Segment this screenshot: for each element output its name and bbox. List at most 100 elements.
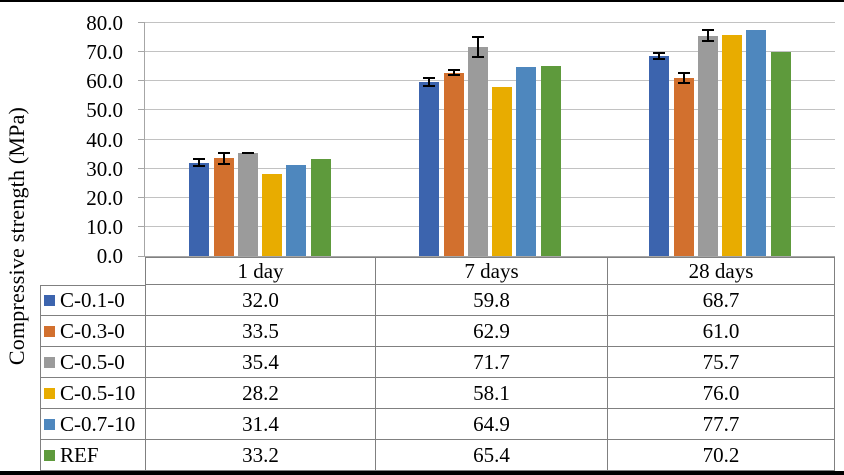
error-bar <box>193 158 206 168</box>
bar <box>697 35 718 256</box>
error-bar-cap-top <box>217 151 230 154</box>
error-bar-line <box>682 72 685 85</box>
error-bar <box>423 76 436 87</box>
error-bar <box>471 36 484 59</box>
figure-top-border <box>0 0 844 2</box>
gridline <box>145 109 835 111</box>
table-category-header: 1 day <box>145 257 375 285</box>
bar <box>540 65 561 256</box>
error-bar-cap-bottom <box>217 163 230 166</box>
table-value-cell: 71.7 <box>375 347 607 378</box>
bar <box>722 34 743 256</box>
legend-swatch <box>44 325 55 337</box>
bar <box>443 72 464 256</box>
y-axis-tickmark <box>138 80 145 82</box>
legend-swatch <box>44 387 55 399</box>
bar <box>746 29 767 256</box>
error-bar-cap-top <box>447 69 460 72</box>
y-tick-label: 70.0 <box>86 40 123 65</box>
bar <box>770 51 791 256</box>
bar <box>262 173 283 256</box>
data-table: 1 day 7 days 28 days C-0.1-0 32.0 59.8 68.7 C-0… <box>40 257 835 471</box>
table-corner-cell <box>40 257 145 285</box>
bar <box>419 81 440 256</box>
table-value-cell: 68.7 <box>607 285 835 316</box>
error-bar-line <box>452 69 455 77</box>
table-value-cell: 70.2 <box>607 440 835 471</box>
y-tick-label: 0.0 <box>96 244 123 268</box>
y-tick-label: 40.0 <box>86 127 123 152</box>
gridline <box>145 196 835 198</box>
y-axis-title-text: Compressive strength (MPa) <box>4 106 30 365</box>
table-value-cell: 65.4 <box>375 440 607 471</box>
legend-label: C-0.1-0 <box>60 288 125 312</box>
legend-label: C-0.7-10 <box>60 411 136 436</box>
error-bar <box>217 151 230 166</box>
error-bar <box>677 72 690 85</box>
legend-label: C-0.5-10 <box>60 380 136 405</box>
legend-swatch <box>44 449 55 461</box>
error-bar-cap-top <box>193 158 206 161</box>
gridline <box>145 167 835 169</box>
error-bar <box>701 29 714 42</box>
table-value-cell: 76.0 <box>607 378 835 409</box>
error-bar-cap-top <box>701 29 714 32</box>
y-tick-label: 10.0 <box>86 214 123 239</box>
error-bar-cap-bottom <box>701 39 714 42</box>
table-legend-cell: C-0.1-0 <box>40 285 145 316</box>
error-bar-cap-bottom <box>193 165 206 168</box>
error-bar-cap-top <box>677 72 690 75</box>
bar <box>467 47 488 256</box>
error-bar-line <box>658 52 661 60</box>
bar <box>673 78 694 256</box>
error-bar-line <box>222 151 225 166</box>
error-bar-cap-top <box>653 52 666 55</box>
table-value-cell: 62.9 <box>375 316 607 347</box>
y-axis-title: Compressive strength (MPa) <box>0 0 34 471</box>
legend-swatch <box>44 356 55 368</box>
y-tick-label: 60.0 <box>86 69 123 94</box>
y-tick-label: 50.0 <box>86 98 123 123</box>
y-tick-label: 20.0 <box>86 185 123 210</box>
error-bar-line <box>706 29 709 42</box>
gridline <box>145 225 835 227</box>
error-bar <box>447 69 460 77</box>
legend-label: REF <box>60 442 99 467</box>
gridline <box>145 80 835 82</box>
bar <box>237 152 258 256</box>
table-value-cell: 64.9 <box>375 409 607 440</box>
error-bar-cap-bottom <box>653 57 666 60</box>
bar <box>492 86 513 256</box>
table-value-cell: 32.0 <box>145 285 375 316</box>
legend-swatch <box>44 295 55 306</box>
gridline <box>145 256 835 257</box>
legend-label: C-0.3-0 <box>60 318 125 343</box>
table-value-cell: 33.2 <box>145 440 375 471</box>
bar <box>649 55 670 256</box>
y-axis-line <box>144 23 145 256</box>
y-axis-tickmark <box>138 109 145 111</box>
bar <box>286 164 307 256</box>
table-value-cell: 61.0 <box>607 316 835 347</box>
error-bar-cap-bottom <box>423 84 436 87</box>
y-axis-tickmark <box>138 51 145 53</box>
y-tick-label: 80.0 <box>86 11 123 35</box>
table-value-cell: 28.2 <box>145 378 375 409</box>
error-bar-cap-top <box>423 76 436 79</box>
table-legend-cell: C-0.3-0 <box>40 316 145 347</box>
y-axis-tickmark <box>138 196 145 198</box>
gridline <box>145 22 835 23</box>
error-bar <box>241 151 254 154</box>
table-value-cell: 33.5 <box>145 316 375 347</box>
error-bar-cap-top <box>471 36 484 39</box>
bar <box>310 159 331 256</box>
error-bar-cap-bottom <box>677 82 690 85</box>
table-value-cell: 59.8 <box>375 285 607 316</box>
table-legend-cell: C-0.7-10 <box>40 409 145 440</box>
y-axis-tickmark <box>138 167 145 169</box>
error-bar <box>653 52 666 60</box>
error-bar-line <box>198 158 201 168</box>
gridline <box>145 138 835 140</box>
y-axis-tickmark <box>138 256 145 257</box>
